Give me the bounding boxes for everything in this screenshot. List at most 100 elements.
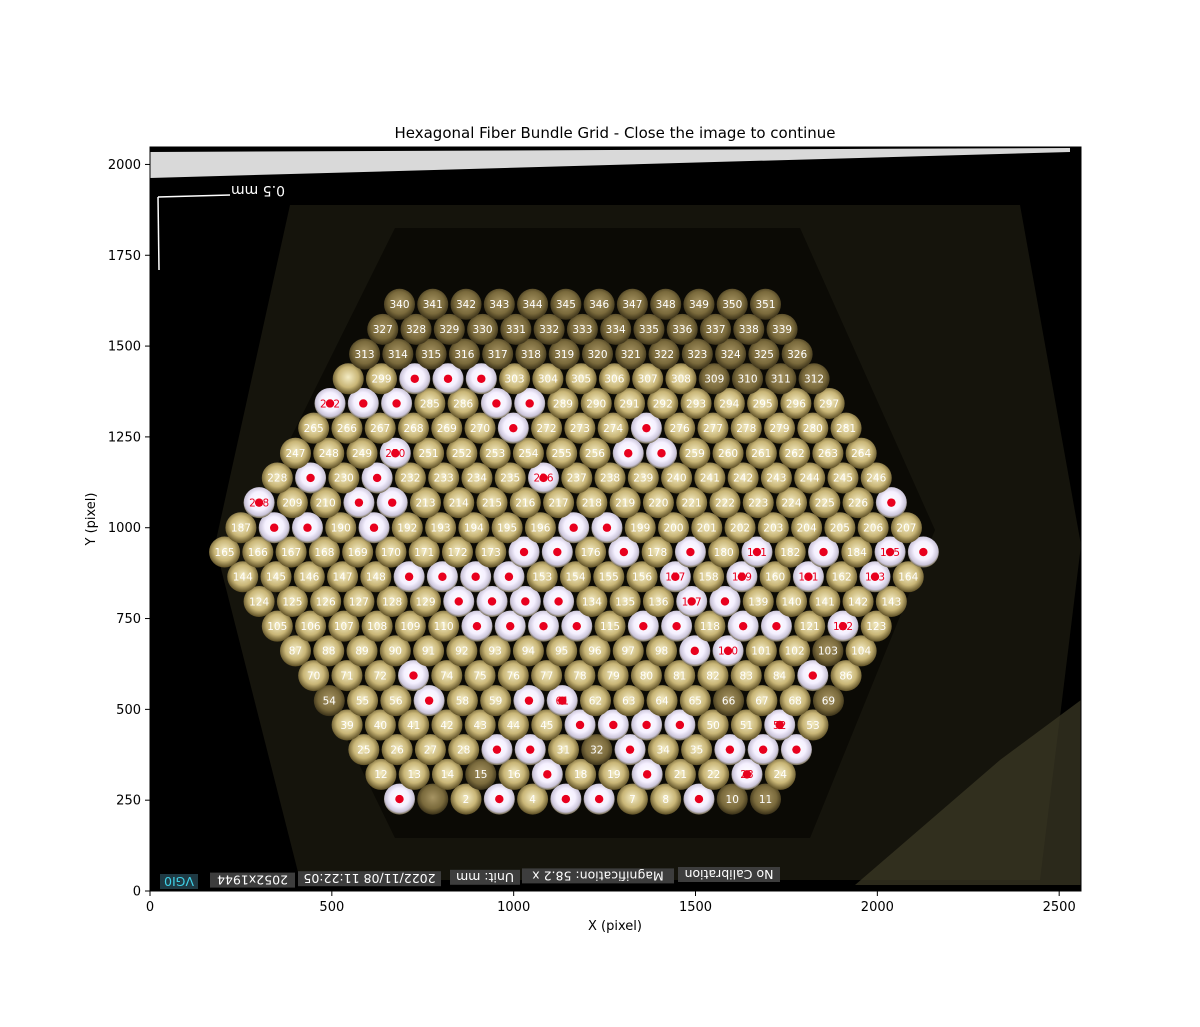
fiber-index-label: 80 <box>640 670 653 682</box>
fiber-index-label: 169 <box>348 547 368 559</box>
fiber-core <box>464 709 496 741</box>
fiber-core <box>860 462 892 494</box>
fiber-index-label: 195 <box>497 523 517 535</box>
fiber-core <box>547 734 579 766</box>
fiber-index-label: 251 <box>419 448 439 460</box>
fiber-index-label: 253 <box>485 448 505 460</box>
fiber-index-label: 128 <box>382 596 402 608</box>
fiber-index-label: 70 <box>307 670 320 682</box>
fiber-index-label: 278 <box>736 423 756 435</box>
fiber-core <box>461 462 493 494</box>
fiber-index-label: 206 <box>863 523 883 535</box>
fiber-center-marker <box>624 449 633 458</box>
fiber-center-marker <box>472 621 482 631</box>
fiber-core <box>382 338 414 370</box>
fiber-core <box>325 512 357 544</box>
fiber-index-label: 289 <box>553 398 573 410</box>
fiber-center-marker <box>526 745 535 754</box>
fiber-index-label: 213 <box>415 497 435 509</box>
fiber-index-label: 27 <box>424 744 437 756</box>
fiber-index-label: 215 <box>482 497 502 509</box>
fiber-core <box>480 685 512 717</box>
fiber-core <box>379 635 411 667</box>
fiber-index-label: 166 <box>248 547 268 559</box>
fiber-index-label: 210 <box>316 497 336 509</box>
fiber-index-label: 125 <box>282 596 302 608</box>
fiber-center-marker <box>838 621 848 631</box>
fiber-index-label: 16 <box>507 769 521 781</box>
fiber-index-label: 297 <box>819 398 839 410</box>
fiber-center-marker <box>642 423 651 433</box>
fiber-core <box>561 462 593 494</box>
fiber-index-label: 77 <box>540 670 553 682</box>
fiber-index-label: 269 <box>437 423 457 435</box>
fiber-index-label: 192 <box>397 523 417 535</box>
y-tick-label: 250 <box>116 794 141 809</box>
fiber-index-label: 296 <box>786 398 806 410</box>
fiber-core <box>476 487 508 519</box>
fiber-core <box>648 338 680 370</box>
fiber-core <box>615 338 647 370</box>
fiber-index-label: 247 <box>285 448 305 460</box>
fiber-core <box>394 462 426 494</box>
fiber-core <box>612 635 644 667</box>
y-tick-label: 1500 <box>108 340 141 355</box>
fiber-core <box>616 783 648 815</box>
fiber-core <box>600 313 632 345</box>
fiber-core <box>380 685 412 717</box>
fiber-index-label: 110 <box>434 621 454 633</box>
fiber-index-label: 285 <box>420 398 440 410</box>
fiber-core <box>698 758 730 790</box>
fiber-index-label: 273 <box>570 423 590 435</box>
fiber-index-label: 267 <box>370 423 390 435</box>
fiber-core <box>546 437 578 469</box>
fiber-index-label: 94 <box>522 646 536 658</box>
fiber-index-label: 105 <box>267 621 287 633</box>
fiber-core <box>581 734 613 766</box>
fiber-index-label: 126 <box>316 596 336 608</box>
fiber-index-label: 246 <box>866 473 886 485</box>
fiber-core <box>681 338 713 370</box>
fiber-index-label: 346 <box>589 299 609 311</box>
fiber-core <box>566 313 598 345</box>
fiber-index-label: 158 <box>699 572 719 584</box>
fiber-center-marker <box>725 745 735 754</box>
fiber-index-label: 180 <box>714 547 734 559</box>
fiber-index-label: 324 <box>721 349 741 361</box>
fiber-core <box>892 561 924 593</box>
fiber-core <box>624 512 656 544</box>
fiber-core <box>509 487 541 519</box>
fiber-core <box>327 561 359 593</box>
fiber-core <box>441 536 473 568</box>
fiber-index-label: 217 <box>549 497 569 509</box>
fiber-index-label: 141 <box>815 596 835 608</box>
fiber-index-label: 292 <box>653 398 673 410</box>
fiber-index-label: 207 <box>896 523 916 535</box>
fiber-core <box>745 437 777 469</box>
fiber-index-label: 32 <box>590 744 603 756</box>
status-item-text: 2022/11/08 11:22:05 <box>303 871 435 886</box>
fiber-core <box>860 610 892 642</box>
fiber-index-label: 312 <box>804 374 824 386</box>
fiber-index-label: 202 <box>730 523 750 535</box>
fiber-center-marker <box>672 621 681 631</box>
status-item-box <box>522 868 674 884</box>
fiber-core <box>376 585 408 617</box>
fiber-center-marker <box>671 572 680 581</box>
fiber-core <box>543 487 575 519</box>
fiber-core <box>809 585 841 617</box>
fiber-core <box>446 685 478 717</box>
fiber-index-label: 173 <box>481 547 501 559</box>
fiber-core <box>746 685 778 717</box>
fiber-core <box>475 536 507 568</box>
x-axis: 0 500 1000 1500 2000 2500 <box>146 891 1076 915</box>
fiber-index-label: 286 <box>453 398 473 410</box>
fiber-index-label: 19 <box>607 769 620 781</box>
fiber-center-marker <box>619 547 629 557</box>
fiber-center-marker <box>561 794 571 804</box>
fiber-core <box>713 387 745 419</box>
fiber-core <box>447 387 479 419</box>
fiber-core <box>650 288 682 320</box>
fiber-index-label: 75 <box>473 670 486 682</box>
fiber-index-label: 104 <box>851 646 871 658</box>
